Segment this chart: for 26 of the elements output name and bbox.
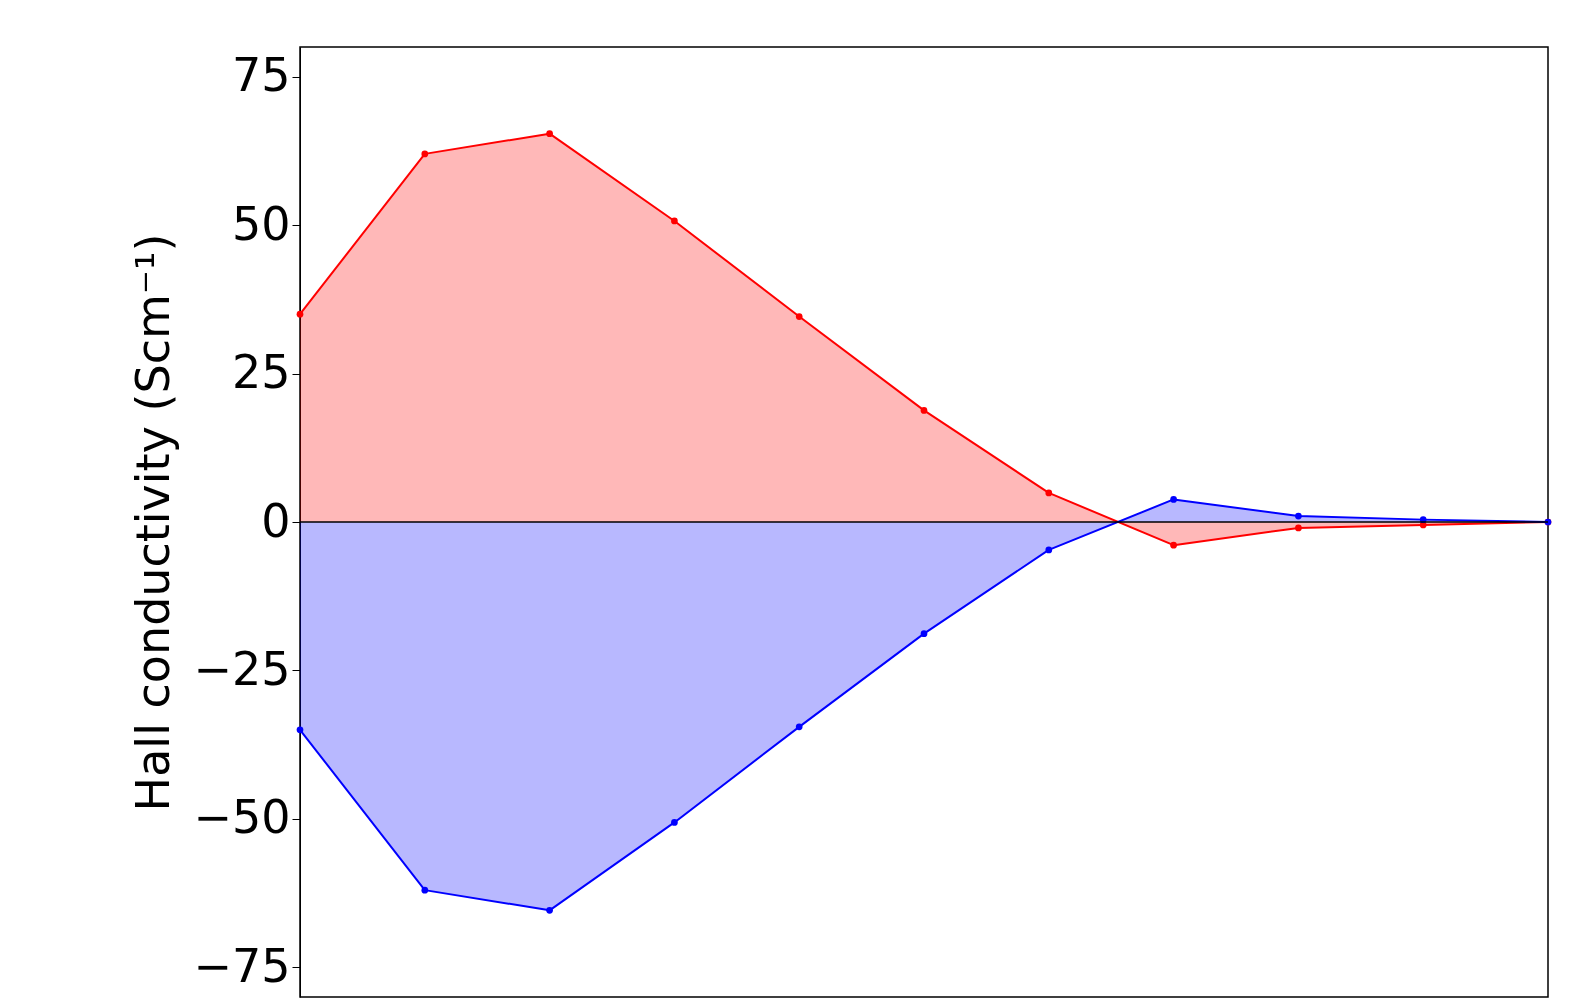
point xyxy=(296,726,304,734)
point xyxy=(920,630,928,637)
point xyxy=(795,723,803,731)
point xyxy=(421,886,429,894)
point xyxy=(421,150,429,158)
y-tick-label: 25 xyxy=(231,345,291,400)
point xyxy=(1045,489,1053,497)
point xyxy=(1295,512,1302,520)
point xyxy=(1045,546,1053,554)
point xyxy=(1170,496,1177,503)
point xyxy=(546,906,553,914)
point xyxy=(920,407,928,414)
y-tick-label: −25 xyxy=(193,641,291,696)
y-axis-title: Hall conductivity (Scm⁻¹) xyxy=(126,233,181,812)
y-tick-label: 75 xyxy=(231,48,291,103)
point xyxy=(671,819,678,826)
y-tick-label: −75 xyxy=(193,938,291,993)
point xyxy=(1295,524,1302,532)
point xyxy=(671,217,678,225)
y-tick-label: 0 xyxy=(261,493,291,548)
point xyxy=(1170,541,1177,549)
y-tick-label: 50 xyxy=(231,196,291,251)
point xyxy=(795,313,803,320)
point xyxy=(296,310,304,318)
point xyxy=(546,130,553,138)
y-tick-label: −50 xyxy=(193,790,291,845)
